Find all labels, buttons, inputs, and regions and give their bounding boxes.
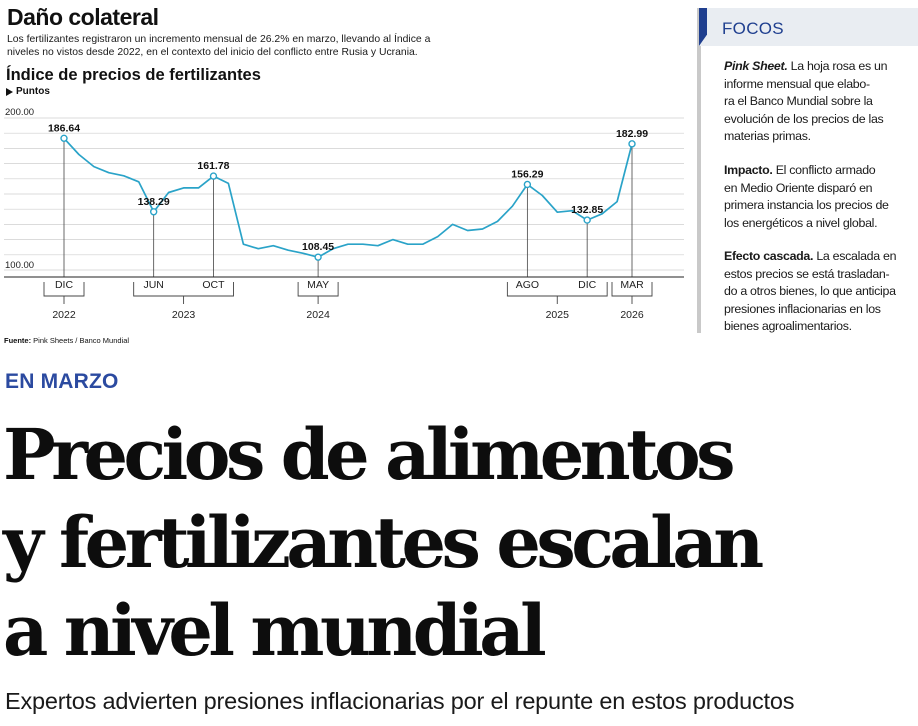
chart-unit-legend: Puntos xyxy=(6,86,50,97)
sidebar-text: La escalada en xyxy=(813,249,897,263)
source-label: Fuente: xyxy=(4,336,32,345)
data-label: 161.78 xyxy=(197,160,229,172)
headline-line-2: y fertilizantes escalan xyxy=(3,501,764,584)
infographic-title: Daño colateral xyxy=(7,4,159,30)
sidebar-text: primera instancia los precios de xyxy=(724,198,889,212)
y-tick-label-200: 200.00 xyxy=(5,107,34,118)
chart-title: Índice de precios de fertilizantes xyxy=(6,66,261,84)
sidebar-keyword: Pink Sheet. xyxy=(724,59,788,73)
article-subheadline: Expertos advierten presiones inflacionar… xyxy=(5,688,795,714)
headline-line-3: a nivel mundial xyxy=(3,589,547,672)
sidebar-paragraph-pink-sheet: Pink Sheet. La hoja rosa es un informe m… xyxy=(724,58,914,146)
data-point xyxy=(209,172,218,180)
data-point xyxy=(60,134,68,143)
data-label: 156.29 xyxy=(511,168,543,180)
unit-marker-icon xyxy=(6,87,13,96)
series-line xyxy=(63,137,633,259)
headline-line-1: Precios de alimentos xyxy=(3,413,736,496)
month-label: MAR xyxy=(620,279,644,291)
year-label: 2022 xyxy=(52,309,76,321)
sidebar-paragraph-impacto: Impacto. El conflicto armado en Medio Or… xyxy=(724,162,914,232)
data-label: 186.64 xyxy=(48,122,80,134)
month-label: DIC xyxy=(55,279,74,291)
data-label: 182.99 xyxy=(616,128,648,140)
month-label: MAY xyxy=(307,279,329,291)
month-label: DIC xyxy=(578,279,597,291)
data-point xyxy=(583,216,591,224)
article-kicker: EN MARZO xyxy=(5,370,119,393)
data-label: 138.29 xyxy=(138,196,170,208)
chart-drop-lines xyxy=(63,138,633,277)
chart-x-axis: DIC JUN OCT MAY AGO DIC MAR 2022 2023 2024 2025 202… xyxy=(4,276,684,321)
lead-text-line-1: Los fertilizantes registraron un increme… xyxy=(7,34,431,45)
sidebar-text: ra el Banco Mundial sobre la xyxy=(724,94,873,108)
chart-value-labels: 186.64 138.29 161.78 108.45 156.29 132.85 182.… xyxy=(48,122,648,253)
lead-text-line-2: niveles no vistos desde 2022, en el cont… xyxy=(7,47,418,58)
data-label: 108.45 xyxy=(302,241,334,253)
data-point xyxy=(314,253,322,261)
fertilizer-price-chart: 200.00 100.00 186.64 138.29 161.78 108.45 15… xyxy=(4,107,684,321)
year-label: 2023 xyxy=(172,309,196,321)
sidebar-heading-accent xyxy=(699,8,707,46)
sidebar-text: los energéticos a nivel global. xyxy=(724,215,878,230)
month-label: OCT xyxy=(202,279,225,291)
sidebar-rule xyxy=(697,8,701,333)
y-tick-label-100: 100.00 xyxy=(5,260,34,271)
source-text: Pink Sheets / Banco Mundial xyxy=(31,336,130,345)
chart-series-line xyxy=(63,137,633,259)
chart-points xyxy=(60,134,636,261)
sidebar-text: bienes agroalimentarios. xyxy=(724,319,852,333)
chart-grid xyxy=(4,117,684,271)
data-point xyxy=(628,140,636,148)
data-point xyxy=(149,208,158,216)
sidebar-heading: FOCOS xyxy=(722,19,784,38)
sidebar-text: La hoja rosa es un xyxy=(787,59,888,73)
sidebar-paragraph-efecto-cascada: Efecto cascada. La escalada en estos pre… xyxy=(724,248,914,336)
data-point xyxy=(523,180,532,189)
sidebar-text: materias primas. xyxy=(724,129,811,143)
month-label: AGO xyxy=(516,279,539,291)
year-label: 2026 xyxy=(620,309,644,321)
year-label: 2025 xyxy=(546,309,570,321)
chart-source: Fuente: Pink Sheets / Banco Mundial xyxy=(4,336,129,345)
sidebar-heading-box xyxy=(699,8,918,46)
sidebar-text: El conflicto armado xyxy=(772,163,876,177)
data-label: 132.85 xyxy=(571,204,603,216)
sidebar-text: informe mensual que elabo- xyxy=(724,76,870,91)
chart-unit-label: Puntos xyxy=(16,86,50,97)
sidebar-text: estos precios se está trasladan- xyxy=(724,266,890,281)
sidebar-text: evolución de los precios de las xyxy=(724,111,884,126)
sidebar-text: presiones inflacionarias en los xyxy=(724,301,881,316)
month-label: JUN xyxy=(143,279,163,291)
year-label: 2024 xyxy=(306,309,330,321)
sidebar-text: do a otros bienes, lo que anticipa xyxy=(724,284,896,298)
sidebar-keyword: Efecto cascada. xyxy=(724,249,814,263)
sidebar-keyword: Impacto. xyxy=(724,163,773,177)
sidebar-text: en Medio Oriente disparó en xyxy=(724,180,873,195)
